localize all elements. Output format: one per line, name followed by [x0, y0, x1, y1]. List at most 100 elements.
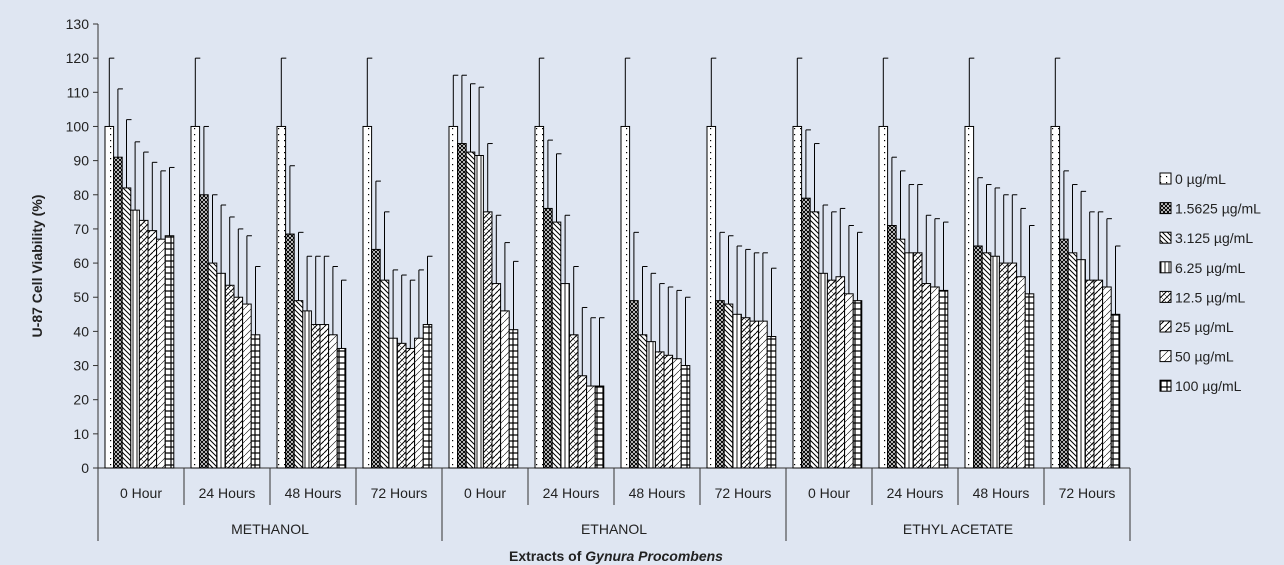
y-tick-label: 10	[73, 426, 89, 442]
bar	[594, 385, 605, 469]
bar	[663, 354, 674, 469]
bar	[216, 272, 226, 469]
category-label: 24 Hours	[543, 485, 600, 501]
bar	[715, 300, 725, 469]
bar	[835, 276, 846, 469]
y-tick-label: 50	[73, 289, 89, 305]
bar	[250, 334, 261, 469]
bar	[878, 125, 889, 469]
category-label: 24 Hours	[199, 485, 256, 501]
legend-label: 25 µg/mL	[1175, 319, 1234, 335]
x-axis-title-prefix: Extracts of	[509, 548, 582, 564]
bar	[990, 255, 1000, 469]
bar	[749, 320, 760, 469]
bar	[586, 385, 596, 469]
bar	[1024, 293, 1035, 469]
bar	[1076, 259, 1086, 469]
category-label: 0 Hour	[120, 485, 162, 501]
bar	[844, 293, 854, 469]
bar	[362, 125, 373, 469]
bar	[310, 324, 321, 469]
legend-swatch	[1159, 202, 1172, 215]
bar	[500, 310, 510, 469]
bar	[560, 283, 570, 469]
bar	[319, 324, 330, 469]
bar	[973, 245, 983, 469]
bar	[336, 347, 347, 469]
bar	[491, 283, 502, 469]
bar	[551, 221, 562, 469]
bar	[852, 300, 863, 469]
legend-label: 6.25 µg/mL	[1175, 260, 1246, 276]
bar	[405, 347, 416, 469]
bar	[938, 289, 949, 469]
group-label: ETHANOL	[581, 521, 647, 537]
bar	[1059, 238, 1069, 469]
bar	[328, 334, 338, 469]
plot-area: 0 10 20 30 40 50 60 70 80 90 100 110 120 130 0 Hour 24 …	[66, 16, 1131, 541]
bar	[637, 334, 648, 469]
legend-label: 3.125 µg/mL	[1175, 230, 1253, 246]
legend-label: 100 µg/mL	[1175, 378, 1242, 394]
legend-swatch	[1159, 231, 1172, 244]
bar	[620, 125, 631, 469]
y-tick-label: 70	[73, 221, 89, 237]
y-tick-label: 60	[73, 255, 89, 271]
bar	[1102, 286, 1112, 469]
bar	[414, 337, 424, 469]
bar	[457, 143, 467, 469]
bar	[998, 262, 1009, 469]
y-tick-label: 90	[73, 153, 89, 169]
bar	[190, 125, 201, 469]
bar	[207, 262, 218, 469]
legend-swatch	[1159, 350, 1172, 363]
bar	[801, 197, 811, 469]
x-axis-title: Extracts of Gynura Procombens	[509, 548, 723, 564]
bar	[113, 156, 123, 469]
legend-swatch	[1159, 172, 1172, 185]
bar	[474, 154, 484, 469]
bar	[534, 125, 545, 469]
y-tick-label: 0	[81, 460, 89, 476]
bar	[577, 375, 588, 469]
group-label: METHANOL	[231, 521, 309, 537]
bar	[379, 279, 390, 469]
category-label: 48 Hours	[629, 485, 686, 501]
bar	[465, 151, 476, 469]
category-label: 0 Hour	[808, 485, 850, 501]
group-label: ETHYL ACETATE	[903, 521, 1013, 537]
category-label: 48 Hours	[285, 485, 342, 501]
bar	[1050, 125, 1061, 469]
bar	[199, 194, 209, 469]
y-tick-label: 80	[73, 187, 89, 203]
bar	[680, 365, 691, 469]
bar	[809, 211, 820, 469]
bar	[147, 230, 158, 469]
x-axis-title-italic: Gynura Procombens	[585, 548, 723, 564]
y-tick-label: 100	[66, 118, 90, 134]
bar	[646, 341, 656, 469]
bar	[1110, 313, 1121, 469]
bar	[732, 313, 742, 469]
bar	[1016, 276, 1026, 469]
y-tick-label: 110	[67, 84, 90, 100]
legend-swatch	[1159, 320, 1172, 333]
bar	[912, 252, 923, 469]
bar	[508, 329, 519, 469]
bar	[388, 337, 398, 469]
bar	[285, 233, 295, 469]
bar	[302, 310, 312, 469]
legend-label: 1.5625 µg/mL	[1175, 201, 1261, 217]
bar	[706, 125, 717, 469]
y-tick-label: 30	[73, 358, 89, 374]
bar	[921, 283, 932, 469]
bar	[826, 279, 837, 469]
bar	[1067, 252, 1078, 469]
bar	[1093, 279, 1104, 469]
bar	[224, 284, 235, 469]
bar	[121, 187, 132, 469]
bar	[482, 211, 493, 469]
category-label: 72 Hours	[715, 485, 772, 501]
bar	[371, 248, 381, 469]
